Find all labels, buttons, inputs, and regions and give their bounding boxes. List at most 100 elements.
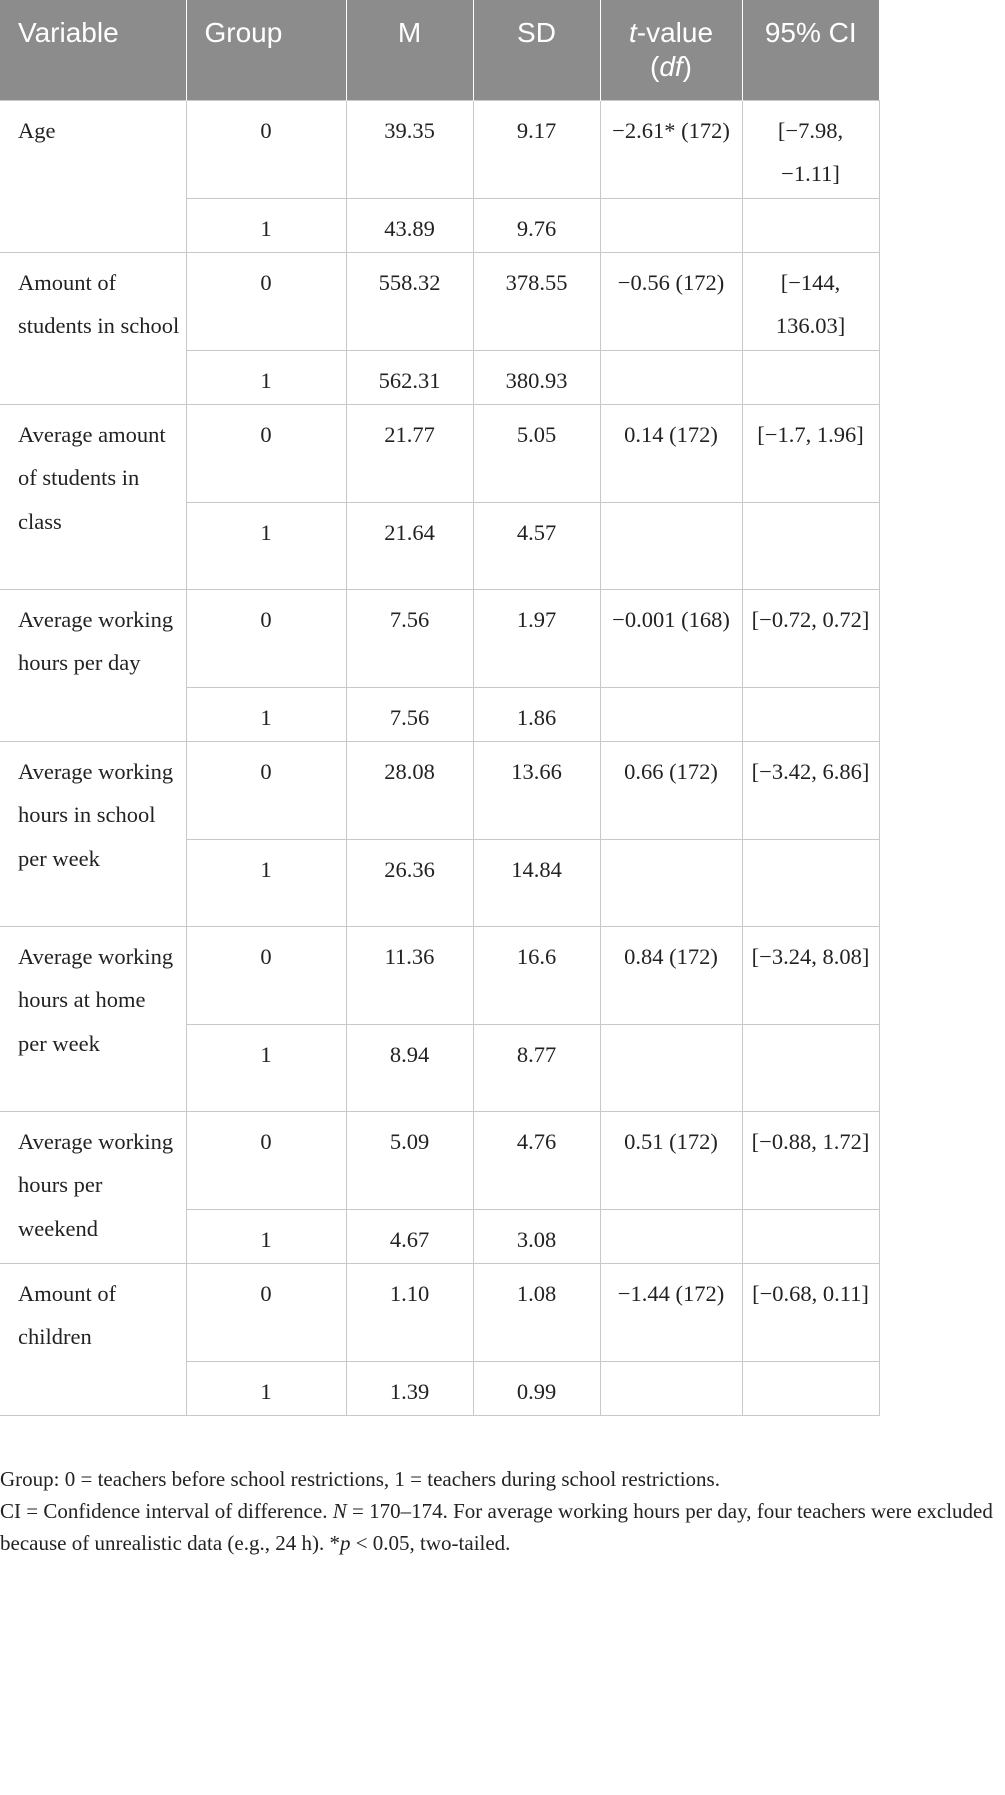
sd-cell: 1.97 [472,588,601,688]
variable-cell: Average working hours per day [0,588,187,742]
ci-cell [741,686,880,742]
header-t-italic: t [628,17,637,48]
table-row: 1 21.64 4.57 [0,501,880,590]
ci-cell: [−1.7, 1.96] [741,403,880,503]
t-value-cell [599,1023,743,1112]
ci-cell [741,1360,880,1416]
t-value-cell: 0.51 (172) [599,1110,743,1210]
group-cell: 1 [185,197,347,253]
ci-cell: [−7.98, −1.11] [741,99,880,199]
sd-cell: 9.17 [472,99,601,199]
table-note: Group: 0 = teachers before school restri… [0,1463,1000,1559]
ci-cell: [−144, 136.03] [741,251,880,351]
group-cell: 1 [185,838,347,927]
table-row: Average amount of students in class 0 21.7… [0,403,880,590]
t-value-cell [599,838,743,927]
table-row: 1 7.56 1.86 [0,686,880,742]
header-t-rest: -value [636,17,714,48]
t-value-cell [599,686,743,742]
table-row: Average working hours at home per week 0 1… [0,925,880,1112]
header-row: Variable Group M SD t-value (df) 95% CI [0,0,879,100]
table-row: Average working hours per day 0 7.56 1.97 −0… [0,588,880,742]
note-ci-text: CI = Confidence interval of difference. [0,1499,333,1523]
ci-cell: [−3.42, 6.86] [741,740,880,840]
sd-cell: 16.6 [472,925,601,1025]
header-t-value: t-value (df) [600,0,743,100]
ci-cell: [−0.68, 0.11] [741,1262,880,1362]
t-value-cell [599,501,743,590]
variable-cell: Age [0,99,187,253]
sd-cell: 4.76 [472,1110,601,1210]
t-value-cell: −0.001 (168) [599,588,743,688]
sd-cell: 14.84 [472,838,601,927]
group-cell: 0 [185,99,347,199]
note-line-1: Group: 0 = teachers before school restri… [0,1467,720,1491]
mean-cell: 7.56 [345,588,474,688]
mean-cell: 7.56 [345,686,474,742]
variable-cell: Amount of children [0,1262,187,1416]
table-row: 1 4.67 3.08 [0,1208,880,1264]
sd-cell: 13.66 [472,740,601,840]
sd-cell: 4.57 [472,501,601,590]
note-n-italic: N [332,1499,347,1523]
header-df-close: ) [682,51,692,82]
mean-cell: 11.36 [345,925,474,1025]
t-value-cell [599,197,743,253]
note-middle-text: = 170–174. For average working hours per… [0,1499,993,1555]
sd-cell: 9.76 [472,197,601,253]
note-end-text: < 0.05, two-tailed. [350,1531,511,1555]
sd-cell: 378.55 [472,251,601,351]
group-cell: 1 [185,686,347,742]
variable-cell: Average working hours per weekend [0,1110,187,1264]
variable-cell: Average working hours in school per week [0,740,187,927]
group-cell: 0 [185,251,347,351]
sd-cell: 380.93 [472,349,601,405]
mean-cell: 39.35 [345,99,474,199]
ci-cell: [−0.88, 1.72] [741,1110,880,1210]
sd-cell: 3.08 [472,1208,601,1264]
group-cell: 1 [185,1360,347,1416]
variable-cell: Average working hours at home per week [0,925,187,1112]
group-cell: 0 [185,1262,347,1362]
t-value-cell: 0.84 (172) [599,925,743,1025]
group-cell: 0 [185,588,347,688]
group-cell: 0 [185,925,347,1025]
group-cell: 1 [185,1023,347,1112]
t-value-cell [599,1360,743,1416]
mean-cell: 43.89 [345,197,474,253]
header-df-italic: df [659,51,683,82]
table-row: Amount of students in school 0 558.32 378.5… [0,251,880,405]
sd-cell: 1.86 [472,686,601,742]
ci-cell: [−3.24, 8.08] [741,925,880,1025]
header-group: Group [186,0,347,100]
mean-cell: 21.64 [345,501,474,590]
note-p-italic: p [339,1531,351,1555]
table-row: Average working hours in school per week… [0,740,880,927]
t-value-cell: −0.56 (172) [599,251,743,351]
mean-cell: 8.94 [345,1023,474,1112]
mean-cell: 4.67 [345,1208,474,1264]
table-body: Age 0 39.35 9.17 −2.61* (172) [−7.98, −1.11] 1… [0,99,880,1416]
sd-cell: 0.99 [472,1360,601,1416]
ci-cell: [−0.72, 0.72] [741,588,880,688]
t-value-cell: −1.44 (172) [599,1262,743,1362]
data-table: Variable Group M SD t-value (df) 95% CI A… [0,0,880,1416]
ci-cell [741,501,880,590]
table-row: 1 26.36 14.84 [0,838,880,927]
group-cell: 1 [185,1208,347,1264]
variable-cell: Amount of students in school [0,251,187,405]
t-value-cell [599,1208,743,1264]
mean-cell: 26.36 [345,838,474,927]
header-ci: 95% CI [742,0,879,100]
sd-cell: 5.05 [472,403,601,503]
mean-cell: 562.31 [345,349,474,405]
table-row: 1 1.39 0.99 [0,1360,880,1416]
ci-cell [741,349,880,405]
ci-cell [741,1023,880,1112]
ci-cell [741,838,880,927]
variable-cell: Average amount of students in class [0,403,187,590]
mean-cell: 1.39 [345,1360,474,1416]
mean-cell: 558.32 [345,251,474,351]
group-cell: 1 [185,349,347,405]
group-cell: 1 [185,501,347,590]
